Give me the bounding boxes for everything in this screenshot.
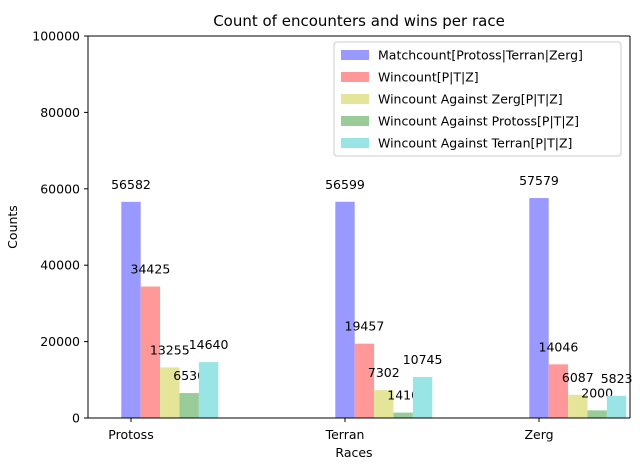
legend-swatch-3: [341, 116, 369, 126]
bar-2-2: [568, 394, 588, 418]
chart-title: Count of encounters and wins per race: [213, 12, 505, 30]
bar-1-1: [354, 343, 375, 418]
legend-swatch-4: [341, 138, 369, 148]
data-label-1-2: 14046: [539, 339, 579, 354]
data-label-3-0: 6530: [173, 368, 205, 383]
x-tick-label-1: Terran: [325, 427, 365, 442]
bar-4-2: [606, 395, 627, 418]
bar-0-0: [121, 201, 141, 418]
bar-2-0: [160, 367, 180, 418]
legend-label-4: Wincount Against Terran[P|T|Z]: [378, 136, 572, 151]
data-label-2-2: 6087: [562, 370, 594, 385]
legend-label-1: Wincount[P|T|Z]: [378, 70, 479, 85]
bar-0-1: [335, 201, 355, 418]
data-label-0-2: 57579: [519, 173, 559, 188]
legend-swatch-1: [341, 72, 369, 82]
y-tick-label-3: 60000: [40, 181, 80, 196]
data-label-3-1: 1410: [387, 388, 419, 403]
y-tick-label-4: 80000: [40, 105, 80, 120]
legend-label-0: Matchcount[Protoss|Terran|Zerg]: [378, 48, 583, 63]
data-label-4-0: 14640: [189, 337, 229, 352]
y-tick-label-5: 100000: [32, 29, 80, 44]
data-label-0-1: 56599: [325, 177, 365, 192]
data-label-0-0: 56582: [111, 177, 151, 192]
legend-swatch-2: [341, 94, 369, 104]
plot-area: 56582 56599 57579 34425 19457 14046 13255 7302 6…: [111, 173, 633, 418]
data-label-4-1: 10745: [403, 352, 443, 367]
y-tick-label-1: 20000: [40, 334, 80, 349]
bar-0-2: [529, 198, 549, 418]
legend-frame: [333, 41, 622, 157]
data-label-1-1: 19457: [345, 319, 385, 334]
legend-label-3: Wincount Against Protoss[P|T|Z]: [378, 114, 579, 129]
y-axis-label: Counts: [5, 205, 20, 249]
x-axis-label: Races: [335, 445, 372, 460]
legend: Matchcount[Protoss|Terran|Zerg] Wincount[…: [333, 41, 622, 157]
x-tick-label-2: Zerg: [524, 427, 553, 442]
data-label-1-0: 34425: [131, 262, 171, 277]
data-label-3-2: 2000: [581, 385, 613, 400]
y-axis-ticks: 0 20000 40000 60000 80000 100000: [32, 29, 88, 426]
bar-3-0: [179, 393, 199, 418]
bar-4-0: [198, 362, 219, 418]
legend-label-2: Wincount Against Zerg[P|T|Z]: [378, 92, 563, 107]
y-tick-label-2: 40000: [40, 258, 80, 273]
x-axis-ticks: Protoss Terran Zerg: [108, 418, 554, 442]
bar-1-2: [548, 364, 569, 418]
data-label-2-1: 7302: [368, 365, 400, 380]
legend-swatch-0: [341, 50, 369, 60]
x-tick-label-0: Protoss: [108, 427, 153, 442]
bar-1-0: [140, 286, 161, 418]
y-tick-label-0: 0: [72, 411, 80, 426]
data-label-2-0: 13255: [150, 342, 190, 357]
bar-4-1: [412, 376, 433, 418]
data-label-4-2: 5823: [601, 371, 633, 386]
bar-3-1: [393, 412, 413, 418]
bar-2-1: [374, 390, 394, 418]
bar-3-2: [587, 410, 607, 418]
